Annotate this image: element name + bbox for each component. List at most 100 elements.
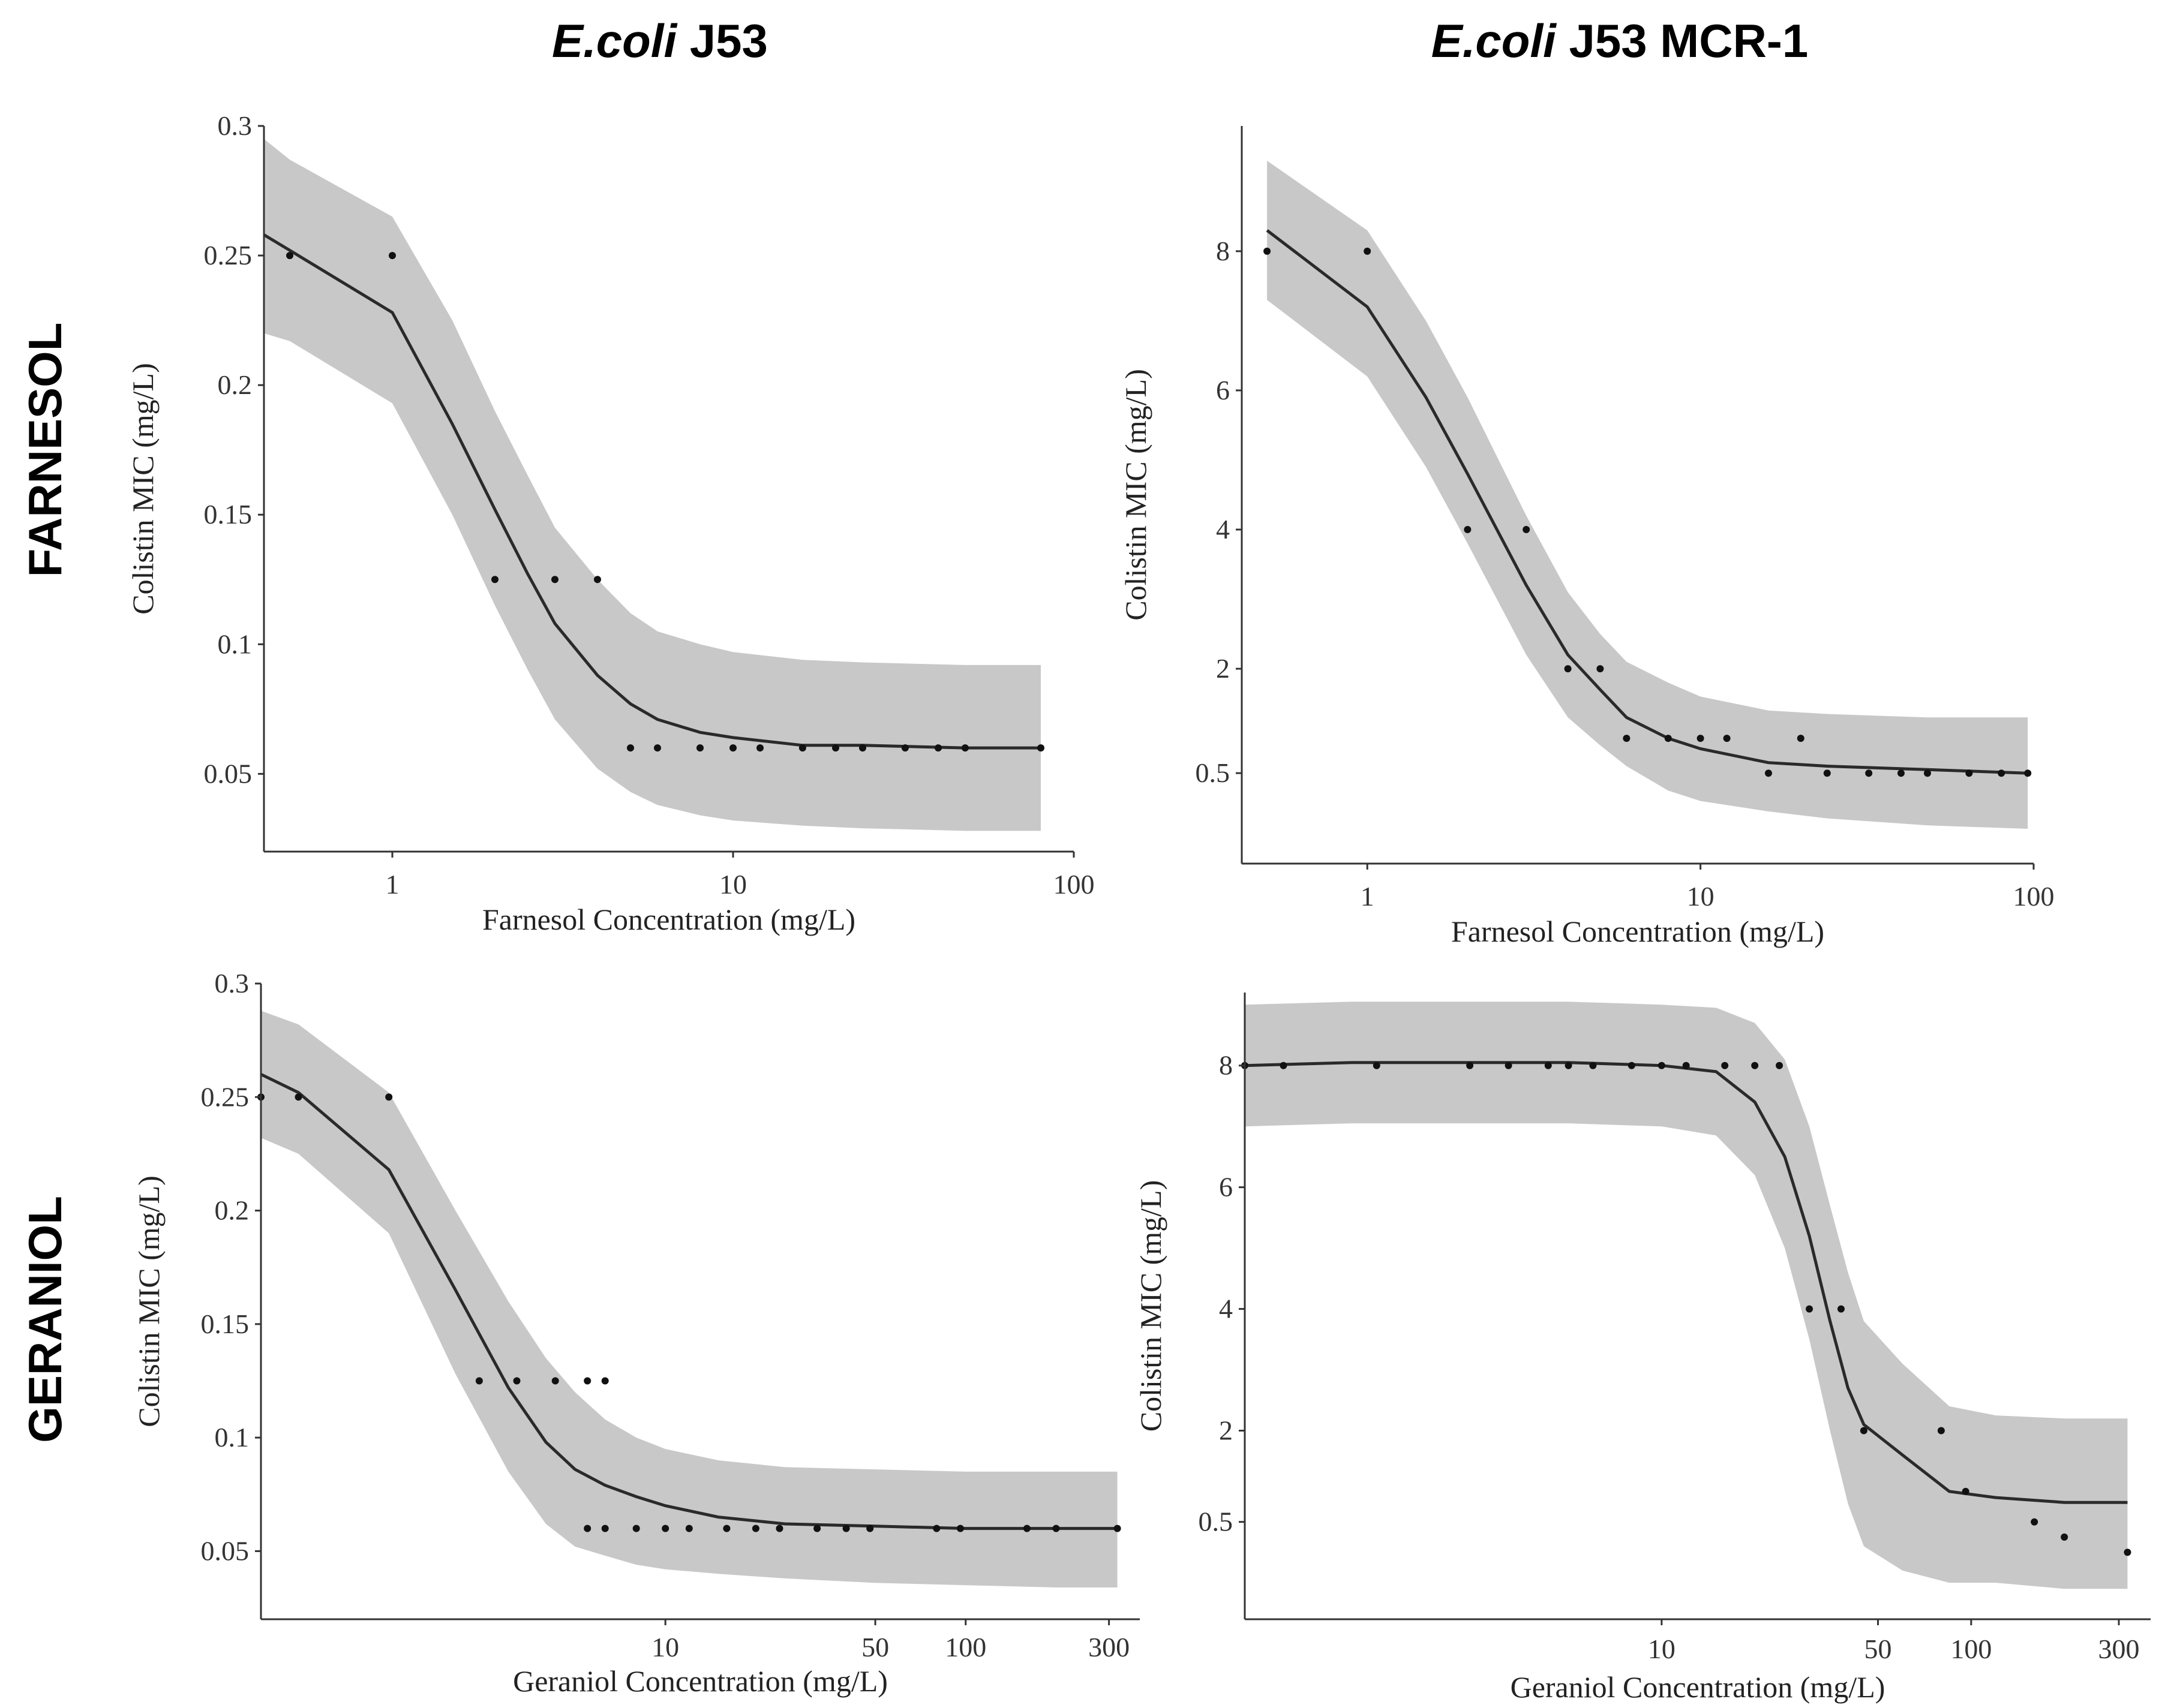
column-title-right: E.coli J53 MCR-1 (1431, 14, 1809, 67)
data-point (295, 1093, 302, 1101)
data-point (1564, 665, 1572, 673)
data-point (2024, 769, 2032, 777)
data-point (1797, 735, 1804, 742)
fit-line (1244, 1061, 2128, 1504)
y-tick-label: 0.1 (218, 629, 253, 659)
data-point (389, 252, 396, 260)
x-tick-label: 100 (2013, 881, 2055, 912)
column-title-left-rest: J53 (677, 14, 768, 67)
y-tick-label: 8 (1216, 236, 1230, 266)
x-tick-label: 100 (945, 1632, 986, 1662)
y-tick-label: 0.3 (218, 110, 253, 141)
data-point (752, 1524, 759, 1532)
data-point (551, 1377, 559, 1385)
data-point (584, 1524, 591, 1532)
data-point (491, 576, 499, 584)
data-point (1113, 1524, 1121, 1532)
data-point (776, 1524, 783, 1532)
column-title-left-italic: E.coli (552, 14, 677, 67)
data-point (1721, 1062, 1729, 1069)
y-axis-label: Colistin MIC (mg/L) (126, 363, 160, 614)
data-point (1023, 1524, 1031, 1532)
data-point (1263, 247, 1271, 255)
data-point (662, 1524, 669, 1532)
y-tick-label: 8 (1219, 1050, 1233, 1081)
data-point (1937, 1427, 1945, 1435)
data-point (729, 744, 737, 752)
data-point (813, 1524, 821, 1532)
panel-farnesol-j53: 0.05 0.1 0.15 0.2 0.25 0.3 1 10 100 Farnesol Conc… (126, 110, 1095, 936)
data-point (627, 744, 634, 752)
row-title-farnesol: FARNESOL (19, 323, 71, 578)
y-tick-label: 2 (1219, 1415, 1233, 1445)
data-point (1544, 1062, 1552, 1069)
data-point (696, 744, 704, 752)
y-tick-label: 4 (1219, 1294, 1233, 1324)
data-point (1623, 735, 1630, 742)
y-tick-label: 0.2 (215, 1195, 250, 1226)
data-point (1596, 665, 1604, 673)
x-axis-label: Farnesol Concentration (mg/L) (482, 903, 855, 936)
confidence-band (1245, 1002, 2128, 1589)
y-tick-label: 4 (1216, 514, 1230, 545)
data-point (1466, 1062, 1474, 1069)
data-point (1823, 769, 1831, 777)
fit-line (1266, 229, 2028, 775)
data-point (654, 744, 661, 752)
y-tick-label: 0.05 (204, 758, 253, 789)
data-point (1765, 769, 1772, 777)
y-tick-label: 0.05 (201, 1535, 250, 1566)
x-axis-label: Geraniol Concentration (mg/L) (513, 1664, 888, 1698)
data-point (933, 1524, 941, 1532)
data-point (594, 576, 601, 584)
y-tick-label: 0.5 (1196, 757, 1230, 788)
data-point (475, 1377, 483, 1385)
x-tick-label: 50 (861, 1632, 889, 1662)
x-tick-label: 1 (1361, 881, 1374, 912)
x-tick-label: 300 (1088, 1632, 1130, 1662)
x-tick-label: 100 (1950, 1634, 1992, 1664)
data-point (1837, 1305, 1845, 1313)
x-tick-label: 10 (719, 869, 747, 900)
data-point (632, 1524, 640, 1532)
data-point (1696, 735, 1704, 742)
data-point (866, 1524, 874, 1532)
data-point (513, 1377, 521, 1385)
data-point (901, 744, 909, 752)
data-point (385, 1093, 393, 1101)
y-tick-label: 0.25 (204, 240, 253, 270)
x-tick-label: 100 (1053, 869, 1095, 900)
fit-line (263, 233, 1041, 750)
y-tick-label: 0.5 (1199, 1506, 1233, 1537)
x-tick-label: 10 (1687, 881, 1714, 912)
y-tick-label: 0.25 (201, 1081, 250, 1112)
data-point (601, 1377, 609, 1385)
data-point (1860, 1427, 1867, 1435)
column-title-right-rest: J53 MCR-1 (1556, 14, 1808, 67)
data-point (1364, 247, 1371, 255)
data-point (685, 1524, 693, 1532)
data-point (2124, 1548, 2131, 1556)
data-point (832, 744, 839, 752)
data-point (1751, 1062, 1759, 1069)
data-point (1280, 1062, 1287, 1069)
data-point (286, 252, 293, 260)
y-tick-label: 0.15 (201, 1309, 250, 1339)
data-point (723, 1524, 731, 1532)
y-axis-label: Colistin MIC (mg/L) (1134, 1180, 1167, 1432)
data-point (756, 744, 764, 752)
data-point (1806, 1305, 1813, 1313)
x-tick-label: 300 (2098, 1634, 2140, 1664)
data-point (842, 1524, 850, 1532)
fit-line (260, 1073, 1118, 1530)
data-point (1627, 1062, 1635, 1069)
data-point (1373, 1062, 1380, 1069)
data-point (584, 1377, 591, 1385)
data-point (2061, 1533, 2068, 1541)
data-point (1723, 735, 1731, 742)
data-point (1505, 1062, 1512, 1069)
data-point (1664, 735, 1672, 742)
data-point (1776, 1062, 1783, 1069)
data-point (551, 576, 558, 584)
